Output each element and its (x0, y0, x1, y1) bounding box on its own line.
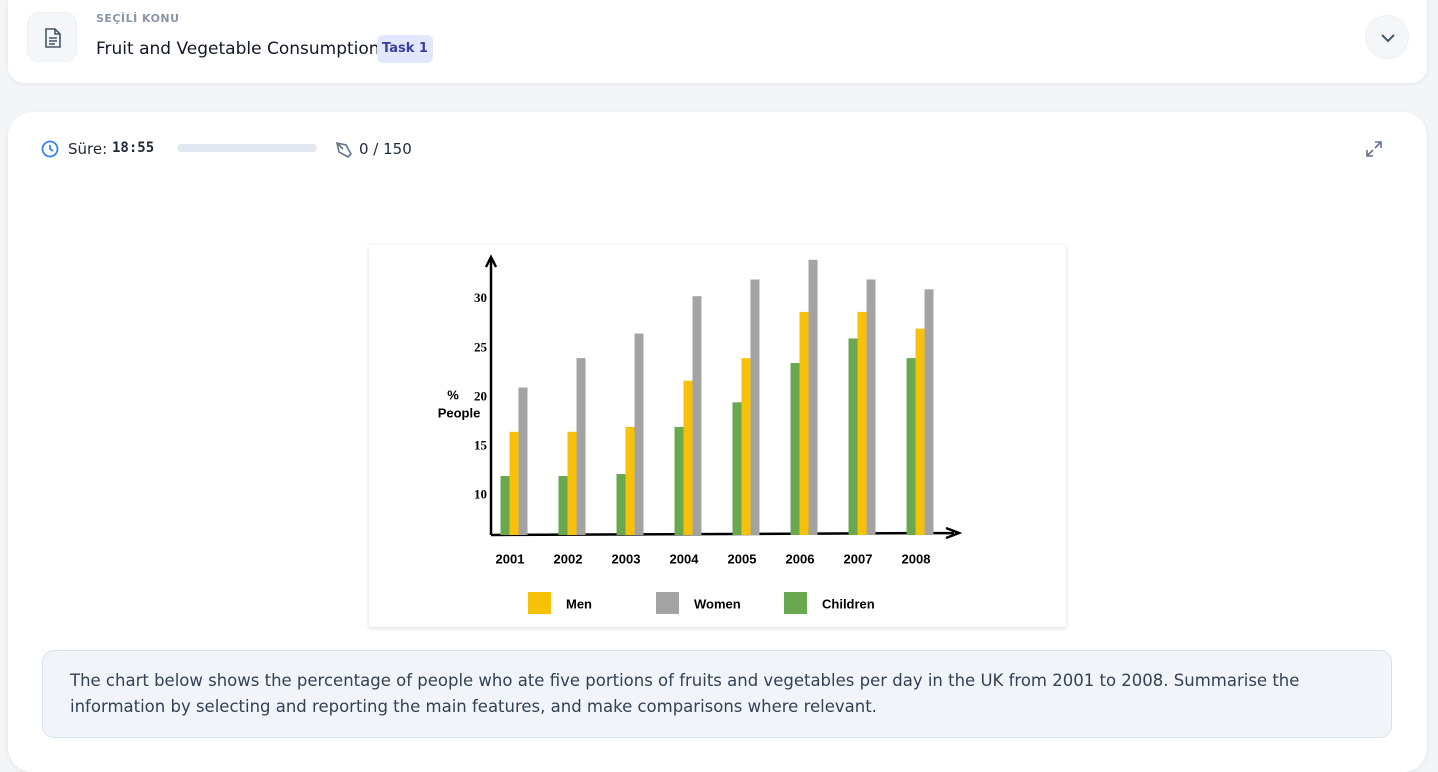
bar (915, 328, 925, 535)
chart: % People 10 15 20 25 30 2001 2002 2003 2004 2005 2… (369, 245, 1066, 627)
legend-label: Women (694, 596, 741, 611)
prompt-box: The chart below shows the percentage of … (42, 650, 1392, 738)
bar (848, 338, 858, 535)
bar (634, 333, 644, 535)
bar (741, 358, 751, 535)
bar (732, 402, 742, 535)
prompt-line: information by selecting and reporting t… (70, 697, 877, 716)
bar (866, 279, 876, 535)
x-tick-label: 2001 (496, 551, 525, 566)
y-tick-label: 30 (474, 290, 487, 305)
timer-label: Süre: (68, 140, 108, 158)
bar (625, 426, 635, 535)
y-axis-label: % (447, 387, 459, 402)
bar (924, 289, 934, 535)
legend-swatch (656, 592, 679, 614)
clock-icon (41, 140, 59, 158)
bar (558, 476, 568, 535)
x-tick-label: 2004 (670, 551, 700, 566)
x-tick-label: 2008 (902, 551, 931, 566)
x-tick-label: 2006 (786, 551, 815, 566)
legend-swatch (784, 592, 807, 614)
y-tick-label: 20 (474, 388, 487, 403)
bar (683, 380, 693, 535)
legend-label: Men (566, 596, 592, 611)
word-count: 0 / 150 (359, 140, 412, 158)
progress-bar (177, 144, 317, 152)
eyebrow: SEÇİLİ KONU (96, 12, 180, 25)
bar (692, 296, 702, 535)
bar (857, 311, 867, 535)
topic-title: Fruit and Vegetable Consumption (96, 39, 380, 59)
collapse-button[interactable] (1365, 15, 1409, 59)
task-badge: Task 1 (377, 35, 433, 63)
y-tick-label: 15 (474, 438, 488, 453)
legend-label: Children (822, 596, 875, 611)
bar (808, 259, 818, 535)
x-tick-label: 2005 (728, 551, 757, 566)
bar (518, 387, 528, 535)
pen-icon (335, 141, 352, 158)
bar (906, 358, 916, 535)
bar (750, 279, 760, 535)
bar (790, 363, 800, 535)
prompt-line: The chart below shows the percentage of … (70, 671, 1300, 690)
bar (509, 431, 519, 535)
y-axis-label: People (438, 405, 481, 420)
x-tick-label: 2002 (554, 551, 583, 566)
expand-button[interactable] (1364, 139, 1384, 159)
axes (484, 254, 963, 540)
page: SEÇİLİ KONU Fruit and Vegetable Consumpt… (8, 0, 1427, 772)
bar (567, 431, 577, 535)
bar (616, 474, 626, 535)
bar (576, 358, 586, 535)
bar (674, 426, 684, 535)
y-tick-label: 10 (474, 487, 487, 502)
header-card: SEÇİLİ KONU Fruit and Vegetable Consumpt… (8, 0, 1427, 83)
legend-swatch (528, 592, 551, 614)
doc-icon (27, 12, 77, 62)
bar (799, 311, 809, 535)
y-tick-label: 25 (474, 339, 488, 354)
x-tick-label: 2003 (612, 551, 641, 566)
timer: 18:55 (112, 140, 155, 156)
x-tick-label: 2007 (844, 551, 873, 566)
bar (500, 476, 510, 535)
